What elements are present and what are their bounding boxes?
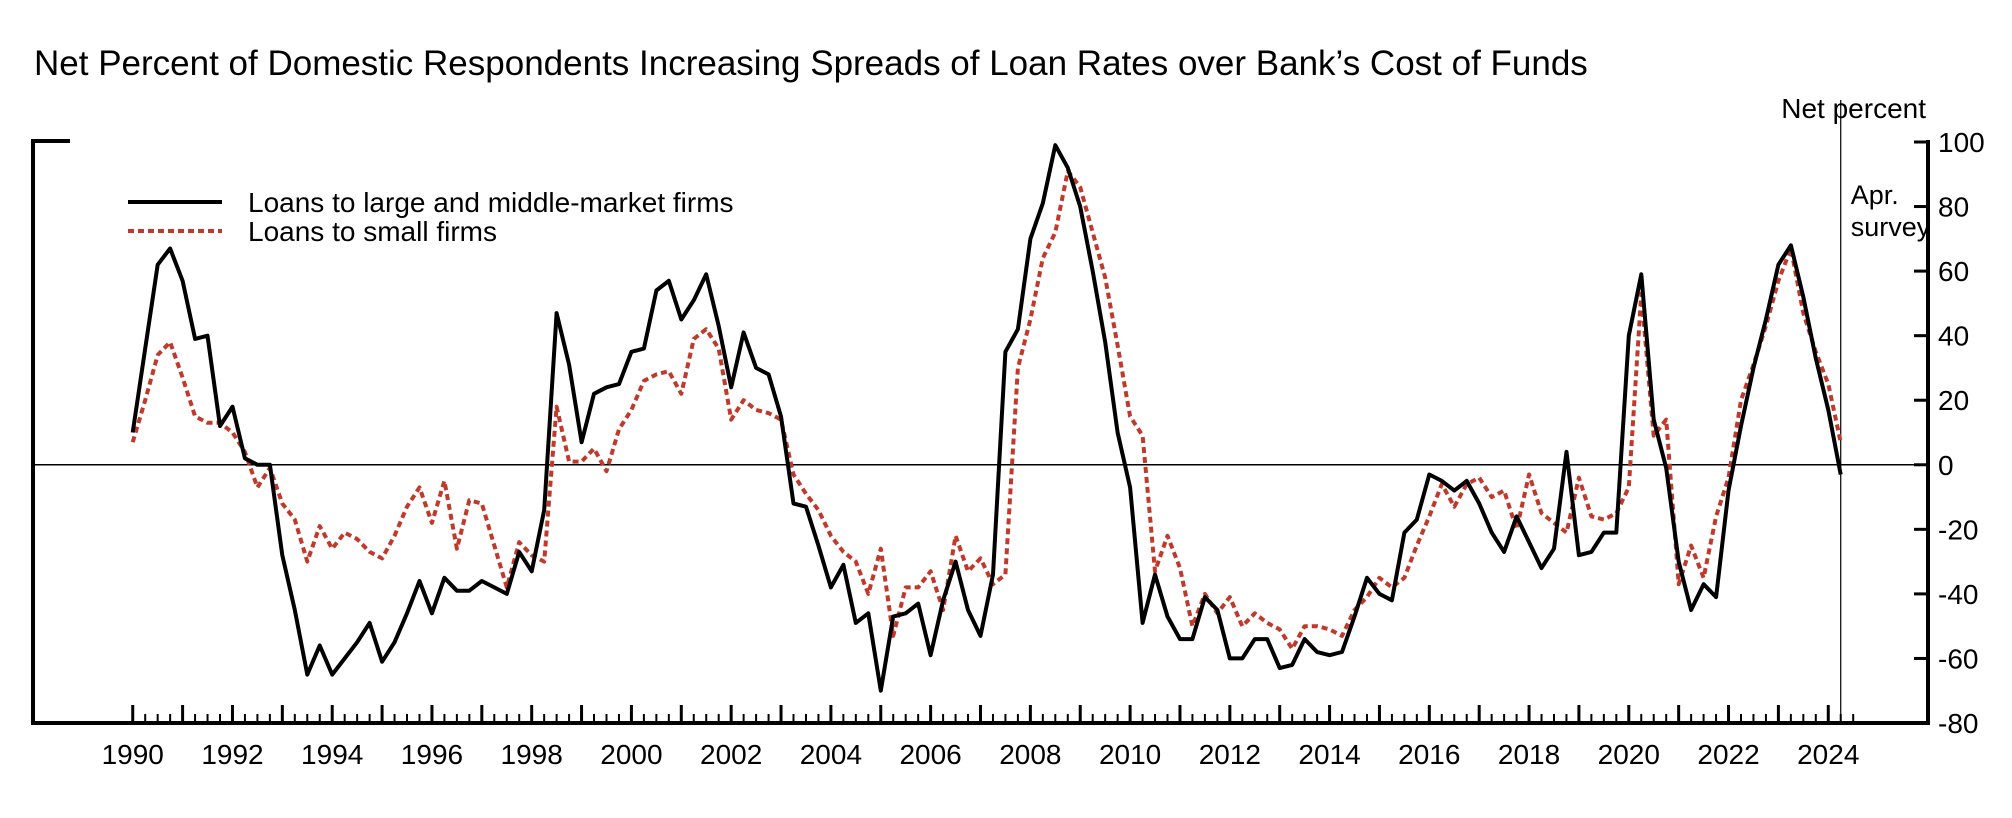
x-tick-label: 2018 xyxy=(1498,739,1560,770)
y-tick-label: 60 xyxy=(1938,256,1969,287)
y-tick-label: -80 xyxy=(1938,708,1978,739)
x-tick-label: 2006 xyxy=(899,739,961,770)
chart-title: Net Percent of Domestic Respondents Incr… xyxy=(34,44,1588,83)
y-axis-label: Net percent xyxy=(1781,93,1926,124)
y-tick-label: -40 xyxy=(1938,579,1978,610)
y-tick-label: 0 xyxy=(1938,450,1954,481)
series-layer xyxy=(130,143,1843,693)
annotation-group: Apr.survey xyxy=(1840,100,1931,723)
x-tick-label: 2002 xyxy=(700,739,762,770)
y-tick-label: 100 xyxy=(1938,127,1985,158)
x-tick-label: 2004 xyxy=(800,739,862,770)
x-tick-label: 2016 xyxy=(1398,739,1460,770)
y-tick-label: -20 xyxy=(1938,514,1978,545)
x-tick-label: 1992 xyxy=(201,739,263,770)
x-tick-label: 1998 xyxy=(501,739,563,770)
x-tick-label: 2008 xyxy=(999,739,1061,770)
x-tick-label: 1990 xyxy=(102,739,164,770)
legend: Loans to large and middle-market firmsLo… xyxy=(128,187,734,247)
x-tick-label: 2012 xyxy=(1199,739,1261,770)
x-tick-label: 2024 xyxy=(1797,739,1859,770)
legend-label: Loans to small firms xyxy=(248,216,497,247)
y-axis-ticks: -80 -60 -40 -20 0 20 40 60 80 100 xyxy=(33,127,1985,739)
annotation-text: Apr. xyxy=(1851,180,1899,210)
x-tick-label: 2000 xyxy=(600,739,662,770)
x-tick-label: 2022 xyxy=(1697,739,1759,770)
x-tick-label: 2010 xyxy=(1099,739,1161,770)
x-tick-label: 2014 xyxy=(1298,739,1360,770)
x-tick-label: 2020 xyxy=(1598,739,1660,770)
x-tick-label: 1994 xyxy=(301,739,363,770)
y-tick-label: -60 xyxy=(1938,643,1978,674)
x-axis-ticks: 1990 1992 1994 1996 1998 2000 2002 2004 2006 2008… xyxy=(102,705,1859,770)
annotation-text: survey xyxy=(1851,212,1931,242)
series-line-large-middle-firms xyxy=(130,143,1843,693)
y-tick-label: 80 xyxy=(1938,192,1969,223)
legend-label: Loans to large and middle-market firms xyxy=(248,187,734,218)
y-tick-label: 20 xyxy=(1938,385,1969,416)
x-tick-label: 1996 xyxy=(401,739,463,770)
y-tick-label: 40 xyxy=(1938,321,1969,352)
